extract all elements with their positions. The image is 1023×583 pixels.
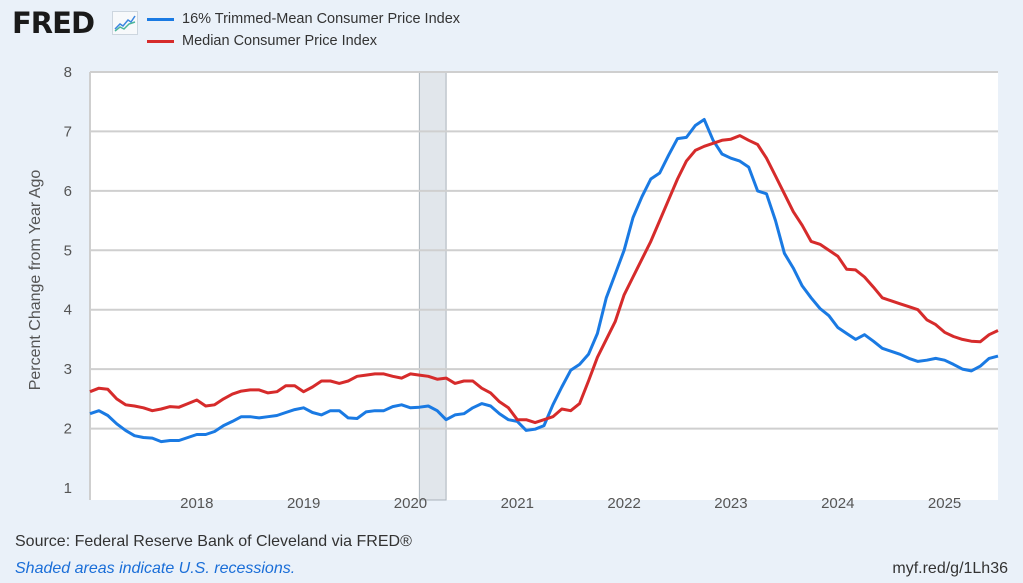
y-tick-label: 3 — [64, 361, 72, 378]
y-tick-label: 1 — [64, 480, 72, 497]
fred-logo[interactable]: FRED — [12, 6, 95, 40]
legend-item-median[interactable]: Median Consumer Price Index — [147, 33, 377, 49]
legend-label: Median Consumer Price Index — [182, 33, 378, 49]
series-line-median — [89, 134, 999, 425]
x-tick-label: 2023 — [714, 495, 747, 512]
x-tick-label: 2018 — [180, 495, 213, 512]
plot-area — [90, 72, 998, 500]
y-tick-label: 7 — [64, 123, 72, 140]
y-tick-label: 6 — [64, 183, 72, 200]
x-tick-label: 2022 — [607, 495, 640, 512]
line-chart-icon — [112, 11, 138, 35]
series-line-trimmed-mean — [89, 118, 999, 444]
y-axis-title: Percent Change from Year Ago — [27, 170, 44, 391]
legend-swatch-red — [147, 39, 174, 43]
source-text: Source: Federal Reserve Bank of Clevelan… — [15, 533, 412, 550]
x-tick-label: 2021 — [501, 495, 534, 512]
short-url-link[interactable]: myf.red/g/1Lh36 — [892, 560, 1008, 577]
y-tick-label: 4 — [64, 302, 72, 319]
x-tick-label: 2024 — [821, 495, 854, 512]
y-tick-label: 2 — [64, 421, 72, 438]
x-tick-label: 2019 — [287, 495, 320, 512]
legend-swatch-blue — [147, 17, 174, 21]
recession-shading — [418, 71, 447, 501]
y-tick-label: 5 — [64, 242, 72, 259]
legend-item-trimmed-mean[interactable]: 16% Trimmed-Mean Consumer Price Index — [147, 11, 460, 27]
y-tick-label: 8 — [64, 64, 72, 81]
x-tick-label: 2020 — [394, 495, 427, 512]
recession-note-link[interactable]: Shaded areas indicate U.S. recessions. — [15, 560, 296, 577]
x-tick-label: 2025 — [928, 495, 961, 512]
legend-label: 16% Trimmed-Mean Consumer Price Index — [182, 11, 461, 27]
